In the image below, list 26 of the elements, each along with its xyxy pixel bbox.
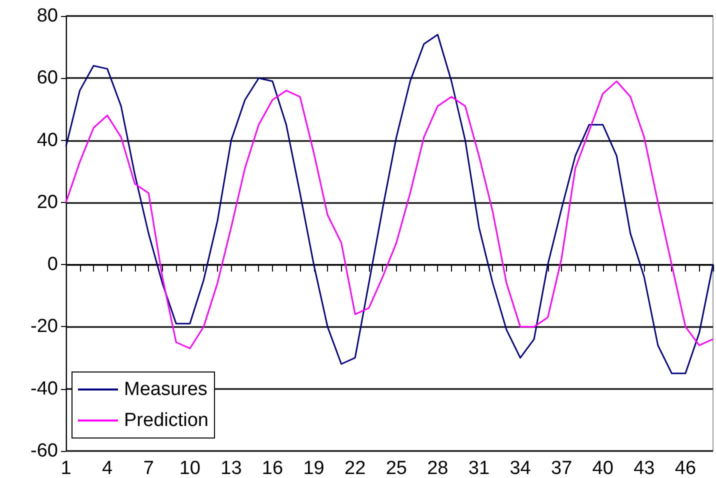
x-tick-label: 13: [220, 458, 242, 478]
x-tick-label: 19: [303, 458, 324, 478]
x-tick-label: 1: [60, 458, 72, 478]
x-tick-label: 25: [386, 458, 407, 478]
x-tick-label: 16: [262, 458, 284, 478]
x-tick-label: 40: [592, 458, 614, 478]
x-tick-label: 34: [510, 458, 532, 478]
y-tick-label: 0: [47, 254, 58, 276]
x-tick-label: 7: [143, 458, 154, 478]
x-tick-label: 37: [551, 458, 572, 478]
x-tick-label: 28: [427, 458, 448, 478]
y-tick-label: -20: [30, 316, 58, 338]
legend-label: Prediction: [124, 410, 208, 431]
y-tick-label: -40: [30, 378, 58, 400]
x-tick-label: 31: [468, 458, 490, 478]
y-tick-label: 40: [36, 130, 58, 151]
x-tick-label: 46: [674, 458, 696, 478]
x-tick-label: 43: [634, 458, 655, 478]
y-tick-label: 80: [36, 6, 58, 26]
y-tick-label: 60: [36, 68, 58, 89]
x-tick-label: 4: [102, 458, 114, 478]
x-tick-label: 10: [179, 458, 200, 478]
x-tick-label: 22: [344, 458, 366, 478]
y-tick-label: 20: [36, 192, 58, 213]
legend-label: Measures: [124, 379, 208, 400]
y-tick-label: -60: [30, 440, 58, 462]
